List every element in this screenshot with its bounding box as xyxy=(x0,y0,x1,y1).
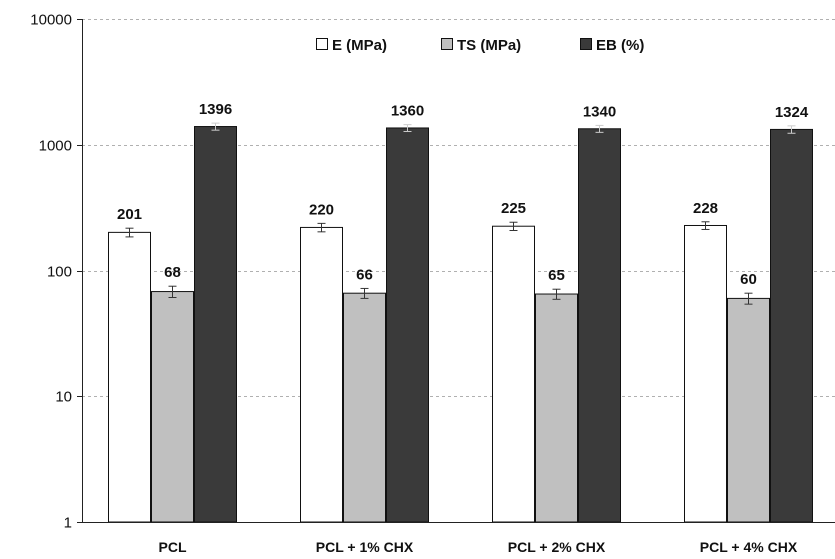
y-tick-label: 1000 xyxy=(39,138,72,155)
bar xyxy=(492,225,535,523)
data-label: 1360 xyxy=(391,103,424,120)
bar xyxy=(535,293,578,523)
data-label: 60 xyxy=(740,271,757,288)
x-tick-label: PCL xyxy=(159,539,187,555)
x-tick-label: PCL + 1% CHX xyxy=(316,539,414,555)
bar xyxy=(684,224,727,523)
legend-label: TS (MPa) xyxy=(457,37,521,54)
bar xyxy=(727,297,770,523)
label-layer: 201 220 225 228 68 66 65 60 1396 1360 1340 1324 xyxy=(117,101,809,288)
legend-swatch xyxy=(580,38,592,50)
bar xyxy=(770,128,813,523)
bar xyxy=(300,226,343,523)
legend-swatch xyxy=(441,38,453,50)
legend-label: E (MPa) xyxy=(332,37,387,54)
bar xyxy=(108,231,151,523)
y-tick-label: 100 xyxy=(47,264,72,281)
legend: E (MPa) TS (MPa) EB (%) xyxy=(316,37,644,54)
data-label: 201 xyxy=(117,206,142,223)
data-label: 1340 xyxy=(583,103,616,120)
data-label: 68 xyxy=(164,264,181,281)
data-label: 228 xyxy=(693,200,718,217)
y-tick-label: 10 xyxy=(55,389,72,406)
legend-label: EB (%) xyxy=(596,37,644,54)
bar-layer xyxy=(108,122,813,523)
bar xyxy=(194,126,237,523)
bar xyxy=(386,127,429,523)
data-label: 1324 xyxy=(775,104,809,121)
legend-swatch xyxy=(316,38,328,50)
y-tick-label: 1 xyxy=(64,515,72,532)
y-tick-label: 10000 xyxy=(30,12,72,29)
data-label: 225 xyxy=(501,200,526,217)
bar xyxy=(151,291,194,523)
data-label: 65 xyxy=(548,267,565,284)
data-label: 66 xyxy=(356,266,373,283)
bar xyxy=(578,128,621,523)
bar xyxy=(343,292,386,523)
data-label: 1396 xyxy=(199,101,232,118)
x-tick-label: PCL + 2% CHX xyxy=(508,539,606,555)
data-label: 220 xyxy=(309,201,334,218)
axis-layer: 1 10 100 1000 10000 PCL PCL + 1% CHX PCL + 2% C… xyxy=(30,12,835,555)
x-tick-label: PCL + 4% CHX xyxy=(700,539,798,555)
